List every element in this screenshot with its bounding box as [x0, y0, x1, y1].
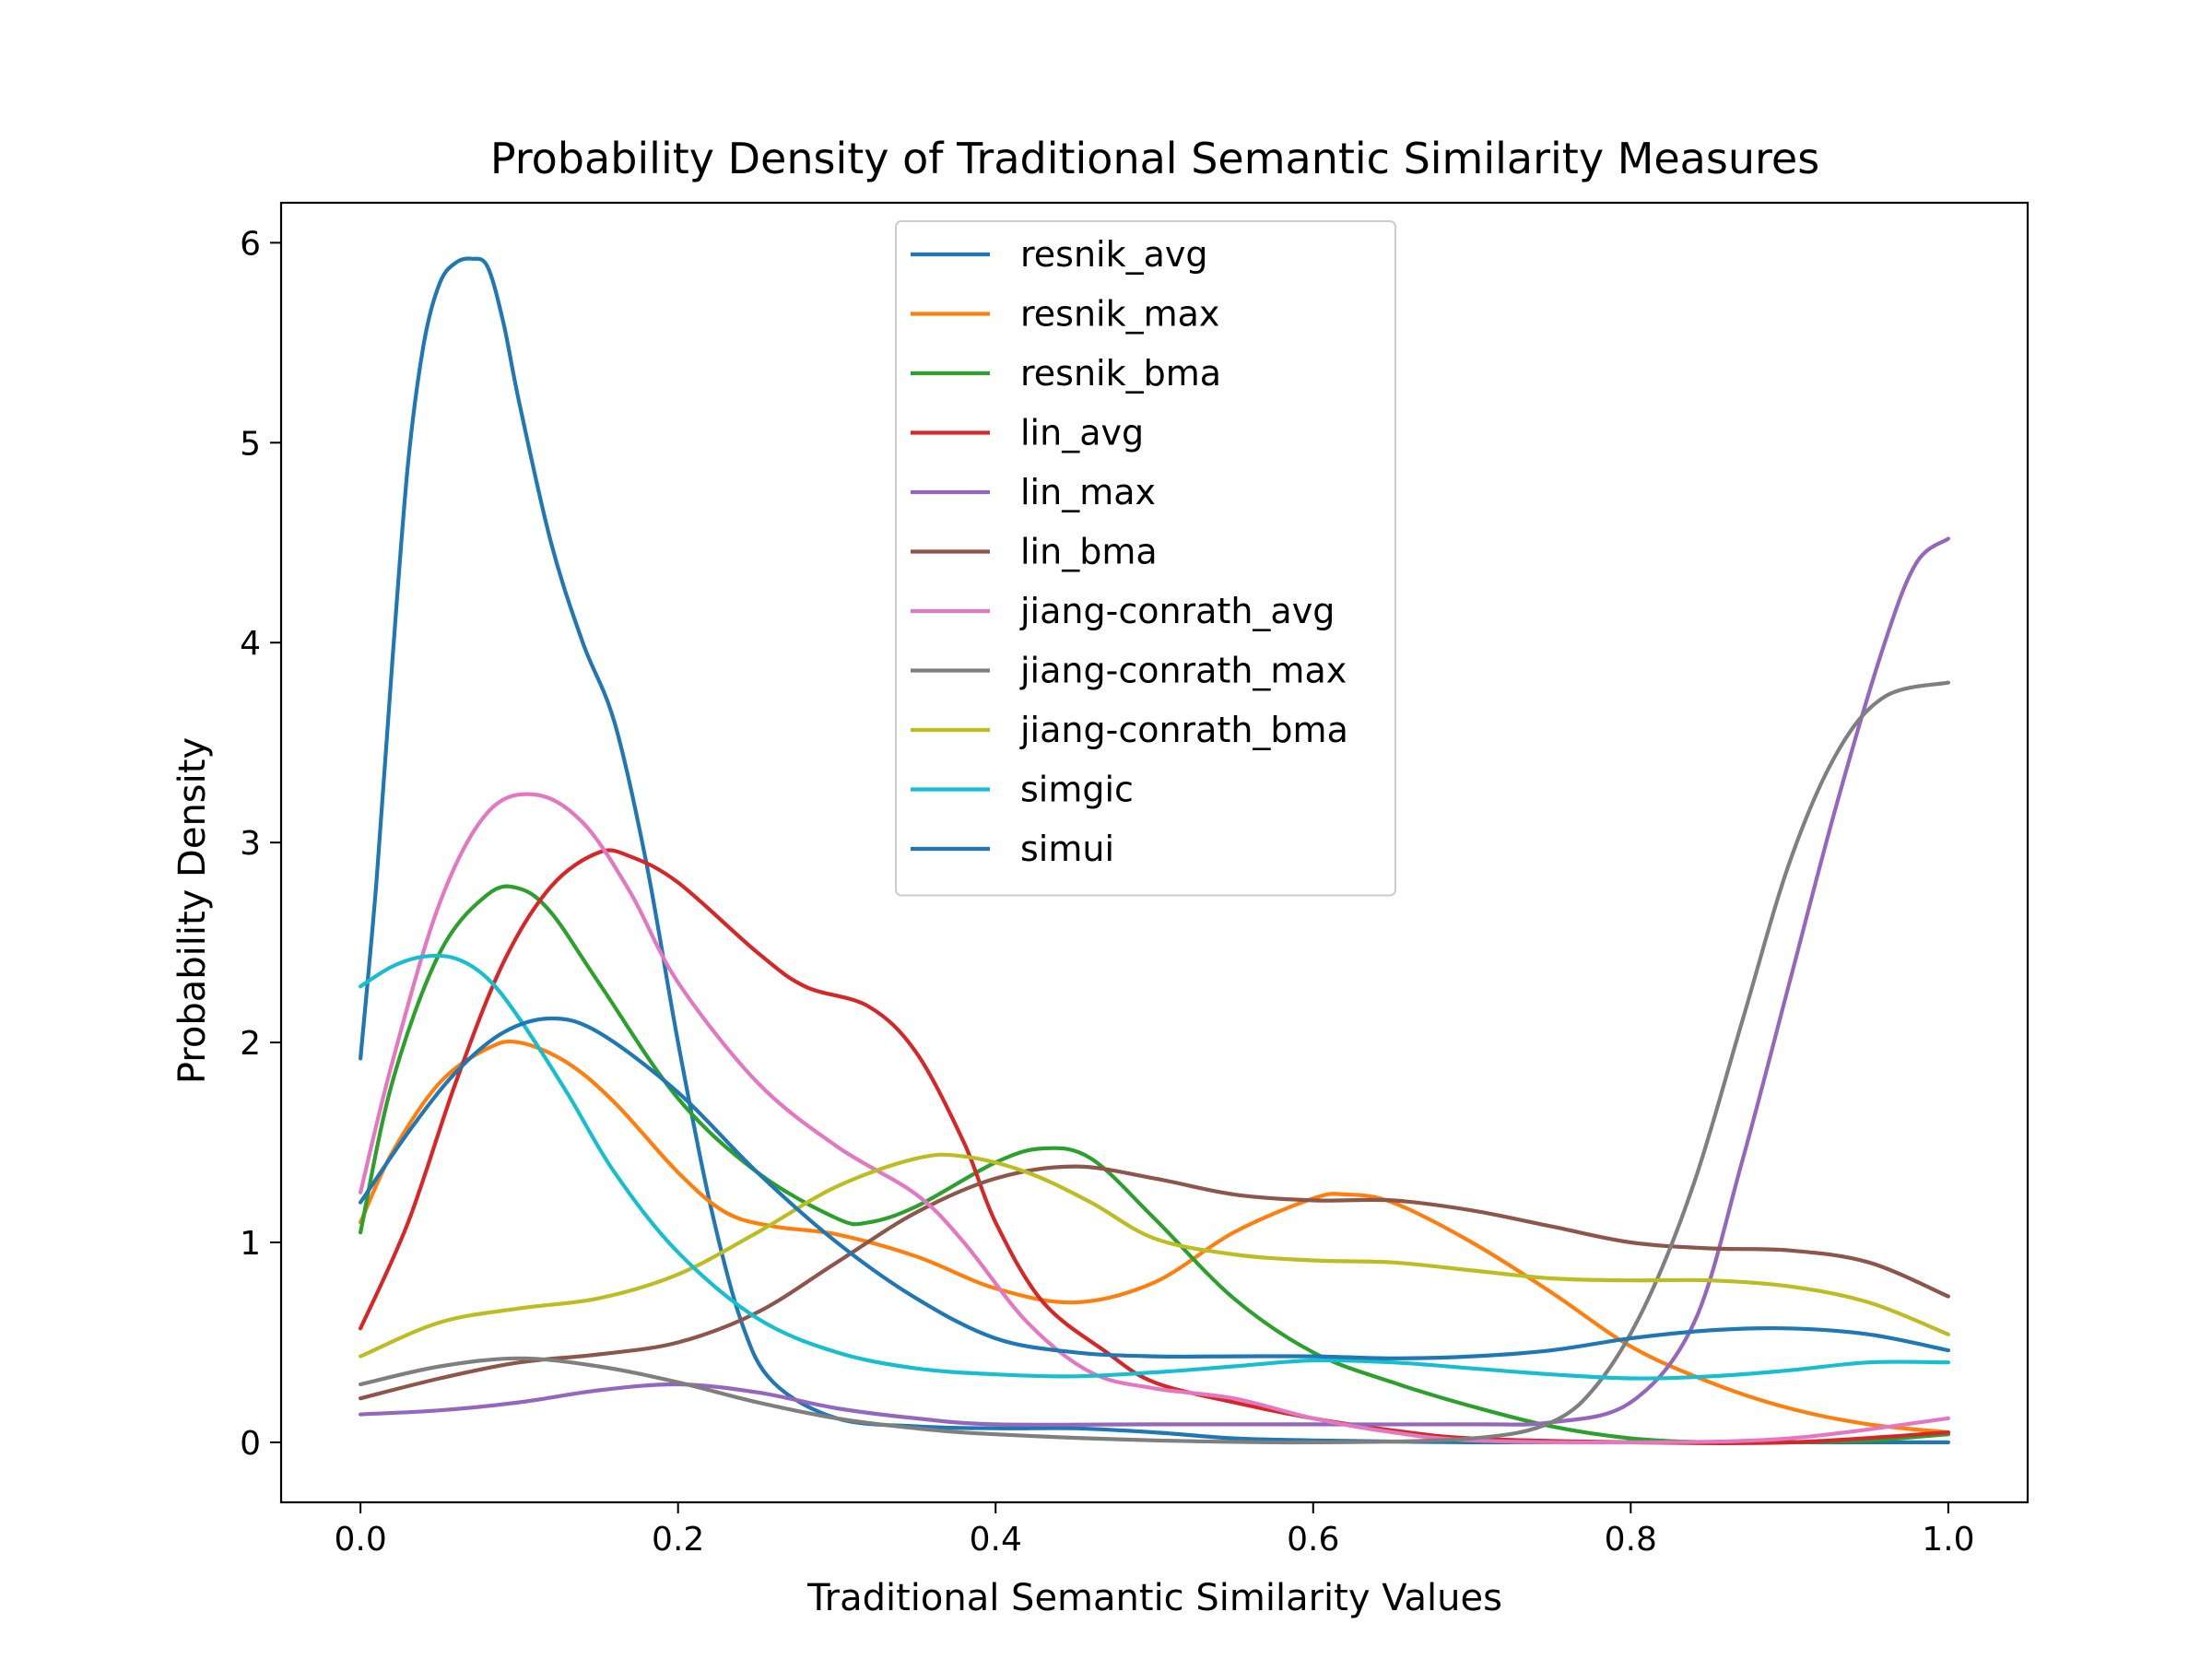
- series-line-lin_max: [359, 536, 1950, 1427]
- x-tick-label: 0.0: [335, 1521, 387, 1559]
- legend-label-jiang-conrath_bma: jiang-conrath_bma: [1019, 710, 1348, 750]
- x-tick-label: 0.2: [652, 1521, 704, 1559]
- y-axis-label: Probability Density: [171, 737, 214, 1084]
- legend-label-lin_max: lin_max: [1020, 472, 1156, 512]
- y-tick-label: 1: [240, 1225, 261, 1263]
- y-tick-label: 2: [240, 1025, 261, 1063]
- legend-label-lin_bma: lin_bma: [1020, 532, 1158, 572]
- y-tick-label: 6: [240, 225, 261, 263]
- series-line-jiang-conrath_avg: [359, 792, 1950, 1445]
- y-tick-label: 0: [240, 1425, 261, 1463]
- series-line-lin_bma: [359, 1164, 1950, 1401]
- x-tick-label: 0.4: [970, 1521, 1022, 1559]
- legend-label-jiang-conrath_avg: jiang-conrath_avg: [1019, 591, 1335, 631]
- x-tick-label: 0.8: [1605, 1521, 1657, 1559]
- series-line-simui: [359, 1016, 1950, 1360]
- y-tick-label: 3: [240, 825, 261, 863]
- series-line-jiang-conrath_bma: [359, 1152, 1950, 1359]
- axes-frame: [279, 201, 2030, 1504]
- chart-title: Probability Density of Traditional Seman…: [490, 134, 1819, 183]
- series-line-resnik_max: [359, 1039, 1950, 1435]
- plot-area: [359, 256, 1950, 1445]
- legend-label-resnik_bma: resnik_bma: [1020, 353, 1221, 394]
- legend-label-simui: simui: [1020, 829, 1114, 869]
- legend-label-simgic: simgic: [1020, 770, 1134, 810]
- series-line-jiang-conrath_max: [359, 680, 1950, 1445]
- series-line-resnik_bma: [359, 884, 1950, 1445]
- legend-label-resnik_avg: resnik_avg: [1020, 234, 1208, 275]
- series-line-resnik_avg: [359, 256, 1950, 1445]
- legend-label-lin_avg: lin_avg: [1020, 413, 1144, 453]
- legend: resnik_avg resnik_max resnik_bma lin_avglin…: [895, 220, 1396, 897]
- legend-label-jiang-conrath_max: jiang-conrath_max: [1019, 651, 1347, 691]
- x-tick-label: 0.6: [1287, 1521, 1339, 1559]
- legend-box: [895, 220, 1396, 897]
- y-tick-label: 4: [240, 625, 261, 663]
- legend-label-resnik_max: resnik_max: [1020, 294, 1219, 335]
- y-tick-label: 5: [240, 425, 261, 463]
- axes: 0.0 0.2 0.4 0.6 0.8 1.0 0 1 2 3 4 5 6: [240, 201, 2030, 1559]
- x-axis-label: Traditional Semantic Similarity Values: [806, 1577, 1502, 1619]
- x-tick-label: 1.0: [1922, 1521, 1974, 1559]
- series-line-simgic: [359, 953, 1950, 1381]
